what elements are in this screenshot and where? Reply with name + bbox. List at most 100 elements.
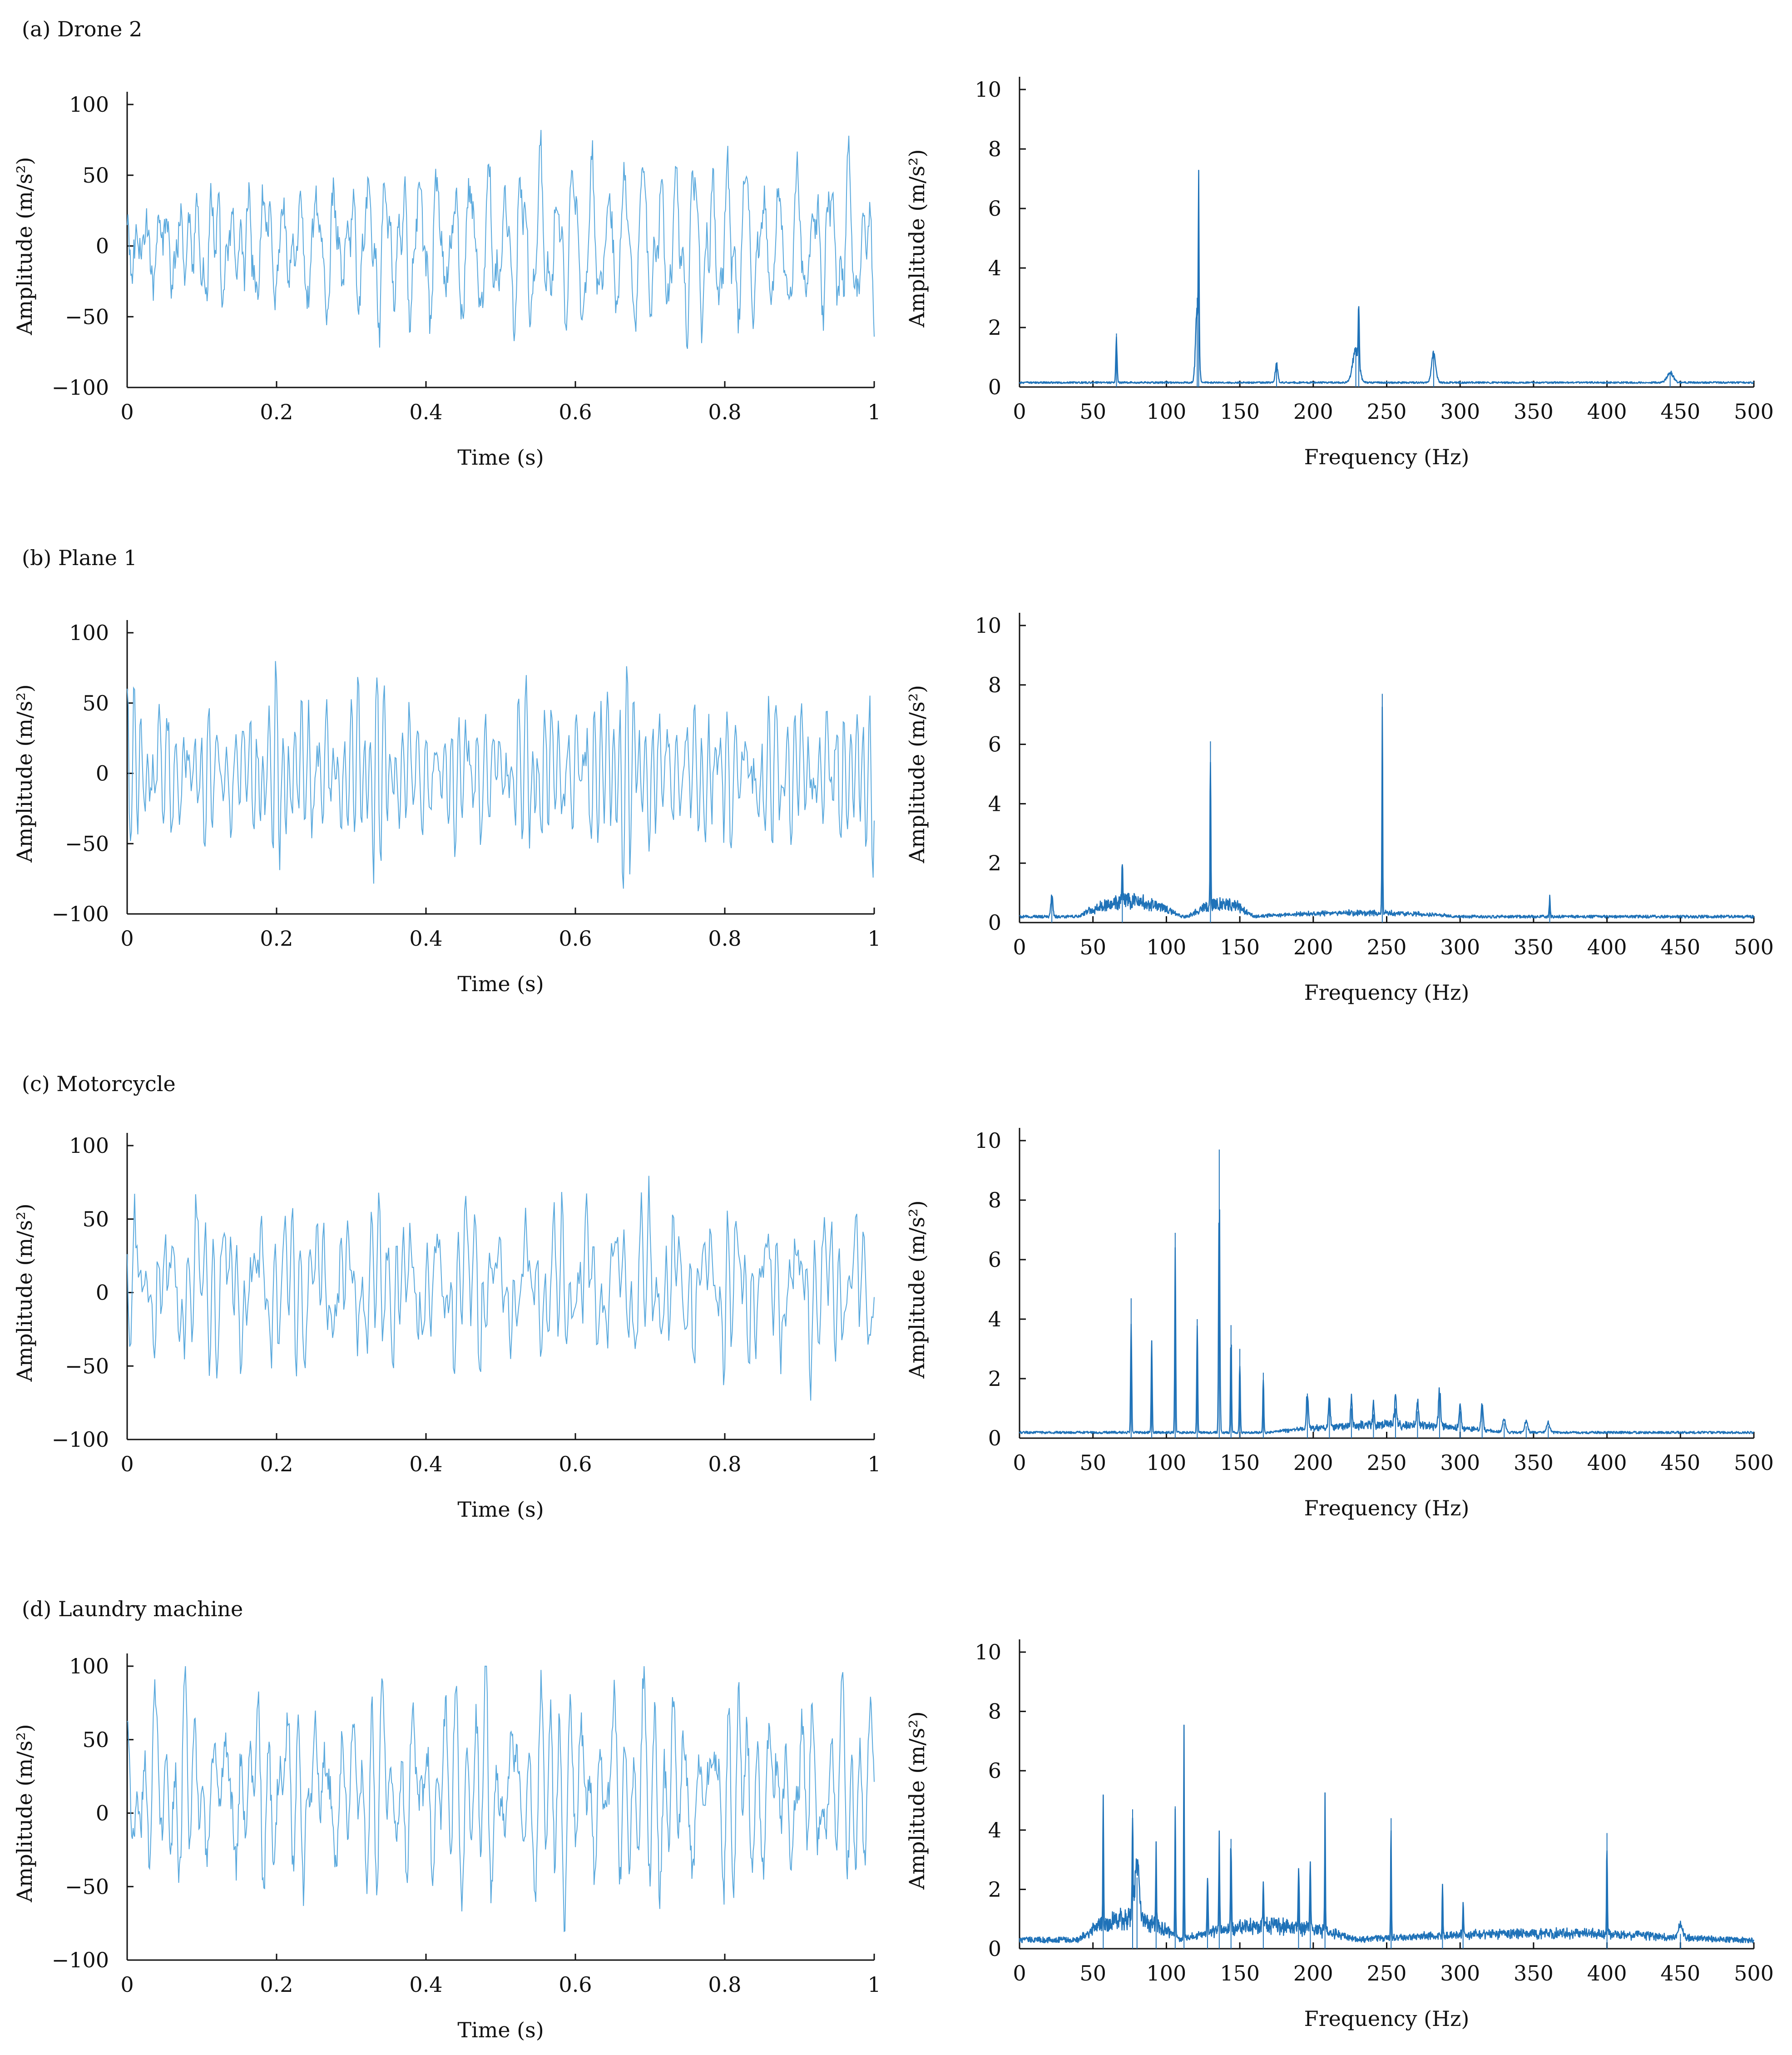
panel-b-freq-x-tick-label: 450 bbox=[1660, 935, 1700, 959]
panel-c-freq-x-tick-label: 350 bbox=[1514, 1450, 1554, 1475]
panel-c-freq-y-tick-label: 10 bbox=[975, 1128, 1001, 1153]
panel-a-freq-y-tick-label: 0 bbox=[988, 375, 1001, 399]
panel-a-time-y-tick-label: 100 bbox=[69, 92, 109, 117]
panel-d-label: (d) Laundry machine bbox=[22, 1597, 243, 1621]
panel-c-time-signal-line bbox=[127, 1176, 875, 1401]
panel-b-freq-y-tick-label: 0 bbox=[988, 910, 1001, 935]
panel-d-freq-x-tick-label: 0 bbox=[1013, 1961, 1026, 1986]
panel-b-time-x-tick-label: 0.8 bbox=[708, 926, 741, 951]
panel-c-freq-x-axis-title: Frequency (Hz) bbox=[1304, 1496, 1470, 1520]
panel-a-time-x-tick-label: 0.6 bbox=[559, 400, 592, 424]
panel-c-freq-x-tick-label: 500 bbox=[1734, 1450, 1774, 1475]
panel-c-label: (c) Motorcycle bbox=[22, 1072, 176, 1096]
panel-a-time-y-tick-label: −50 bbox=[65, 304, 109, 329]
panel-a-freq-x-tick-label: 100 bbox=[1146, 399, 1186, 424]
panel-d-freq-x-tick-label: 150 bbox=[1220, 1961, 1260, 1986]
panel-a-freq-x-tick-label: 350 bbox=[1514, 399, 1554, 424]
panel-d-freq-y-tick-label: 6 bbox=[988, 1758, 1001, 1783]
panel-c-time-y-tick-label: 100 bbox=[69, 1133, 109, 1158]
panel-a-freq-x-axis-title: Frequency (Hz) bbox=[1304, 445, 1470, 469]
panel-c-freq-x-tick-label: 300 bbox=[1440, 1450, 1480, 1475]
panel-d-freq-x-tick-label: 300 bbox=[1440, 1961, 1480, 1986]
panel-a-time-signal-line bbox=[127, 130, 875, 349]
panel-d-time-x-tick-label: 0.6 bbox=[559, 1972, 592, 1997]
panel-d-time-x-tick-label: 0.2 bbox=[260, 1972, 293, 1997]
panel-d-freq-x-axis-title: Frequency (Hz) bbox=[1304, 2006, 1470, 2031]
panel-c-time-plot: 0 0.2 0.4 0.6 0.8 1 100 50 0 −50 −100 Time (s) Ampli… bbox=[12, 1133, 881, 1522]
panel-a-freq-x-tick-label: 450 bbox=[1660, 399, 1700, 424]
panel-d-freq-x-tick-label: 50 bbox=[1079, 1961, 1106, 1986]
panel-b-freq-x-tick-label: 500 bbox=[1734, 935, 1774, 959]
panel-b-freq-y-tick-label: 6 bbox=[988, 732, 1001, 757]
panel-d-time-plot: 0 0.2 0.4 0.6 0.8 1 100 50 0 −50 −100 Time (s) Ampli… bbox=[12, 1653, 881, 2042]
panel-d-time-y-tick-label: 50 bbox=[82, 1727, 109, 1752]
panel-d-freq-y-tick-label: 0 bbox=[988, 1936, 1001, 1961]
panel-b-time-x-tick-label: 0.6 bbox=[559, 926, 592, 951]
panel-c-frequency-plot: 0 50 100 150 200 250 300 350 400 450 500 0 2 4 6 8 10 Fre… bbox=[905, 1128, 1774, 1520]
panel-d-time-x-tick-label: 0 bbox=[120, 1972, 134, 1997]
panel-a-time-x-tick-label: 0.2 bbox=[260, 400, 293, 424]
panel-b-freq-x-tick-label: 50 bbox=[1079, 935, 1106, 959]
panel-d-freq-x-tick-label: 500 bbox=[1734, 1961, 1774, 1986]
panel-c-freq-x-tick-label: 200 bbox=[1293, 1450, 1333, 1475]
panel-a-freq-x-tick-label: 50 bbox=[1079, 399, 1106, 424]
panel-d-time-x-tick-label: 1 bbox=[867, 1972, 881, 1997]
panel-c-time-x-tick-label: 1 bbox=[867, 1452, 881, 1476]
panel-c-time-x-axis-title: Time (s) bbox=[457, 1497, 544, 1522]
panel-d-time-y-axis-title: Amplitude (m/s²) bbox=[12, 1724, 37, 1902]
panel-a-label: (a) Drone 2 bbox=[22, 17, 142, 41]
panel-b-time-x-tick-label: 0.2 bbox=[260, 926, 293, 951]
panel-a-freq-y-tick-label: 6 bbox=[988, 196, 1001, 221]
panel-d-freq-x-tick-label: 250 bbox=[1367, 1961, 1407, 1986]
panel-b-freq-x-axis-title: Frequency (Hz) bbox=[1304, 980, 1470, 1005]
panel-b-time-y-tick-label: −100 bbox=[52, 902, 109, 926]
panel-c-time-y-tick-label: 0 bbox=[96, 1281, 109, 1305]
panel-c-time-y-tick-label: 50 bbox=[82, 1207, 109, 1231]
panel-c-freq-y-tick-label: 6 bbox=[988, 1247, 1001, 1272]
panel-c-time-x-tick-label: 0 bbox=[120, 1452, 134, 1476]
panel-d-time-y-tick-label: 0 bbox=[96, 1801, 109, 1826]
panel-c-freq-x-tick-label: 50 bbox=[1079, 1450, 1106, 1475]
panel-d-frequency-plot: 0 50 100 150 200 250 300 350 400 450 500 0 2 4 6 8 10 Fre… bbox=[905, 1639, 1774, 2031]
panel-b-freq-x-tick-label: 350 bbox=[1514, 935, 1554, 959]
panel-b-label: (b) Plane 1 bbox=[22, 546, 137, 570]
panel-a-time-x-tick-label: 0.4 bbox=[409, 400, 442, 424]
panel-b-time-y-axis-title: Amplitude (m/s²) bbox=[12, 684, 37, 863]
panel-a-time-x-tick-label: 0.8 bbox=[708, 400, 741, 424]
panel-b-freq-y-tick-label: 10 bbox=[975, 613, 1001, 638]
panel-b-time-x-tick-label: 0.4 bbox=[409, 926, 442, 951]
panel-b-freq-x-tick-label: 400 bbox=[1587, 935, 1627, 959]
panel-a-freq-y-tick-label: 2 bbox=[988, 315, 1001, 340]
panel-b-freq-y-tick-label: 2 bbox=[988, 851, 1001, 875]
panel-a-time-y-tick-label: −100 bbox=[52, 375, 109, 400]
panel-d-freq-x-tick-label: 350 bbox=[1514, 1961, 1554, 1986]
panel-a-time-y-tick-label: 50 bbox=[82, 163, 109, 188]
panel-d-freq-y-tick-label: 8 bbox=[988, 1699, 1001, 1724]
panel-b-frequency-plot: 0 50 100 150 200 250 300 350 400 450 500 0 2 4 6 8 10 Fre… bbox=[905, 613, 1774, 1005]
panel-b-freq-y-axis-title: Amplitude (m/s²) bbox=[905, 685, 929, 864]
panel-c-freq-x-tick-label: 0 bbox=[1013, 1450, 1026, 1475]
panel-d-time-y-tick-label: −100 bbox=[52, 1948, 109, 1972]
panel-a-time-x-tick-label: 0 bbox=[120, 400, 134, 424]
panel-d-freq-x-tick-label: 100 bbox=[1146, 1961, 1186, 1986]
panel-a-time-x-axis-title: Time (s) bbox=[457, 445, 544, 470]
panel-b-freq-x-tick-label: 200 bbox=[1293, 935, 1333, 959]
panel-d-time-x-tick-label: 0.8 bbox=[708, 1972, 741, 1997]
panel-a-freq-x-tick-label: 0 bbox=[1013, 399, 1026, 424]
panel-b-freq-x-tick-label: 100 bbox=[1146, 935, 1186, 959]
panel-d-freq-spectrum-line bbox=[1019, 1724, 1755, 1944]
panel-a-freq-y-tick-label: 4 bbox=[988, 256, 1001, 280]
panel-a-freq-y-tick-label: 10 bbox=[975, 77, 1001, 102]
panel-b-time-y-tick-label: 0 bbox=[96, 761, 109, 786]
panel-a-freq-x-tick-label: 400 bbox=[1587, 399, 1627, 424]
panel-b-freq-x-tick-label: 150 bbox=[1220, 935, 1260, 959]
panel-b-time-plot: 0 0.2 0.4 0.6 0.8 1 100 50 0 −50 −100 Time (s) Ampli… bbox=[12, 620, 881, 996]
panel-c-freq-y-tick-label: 8 bbox=[988, 1188, 1001, 1212]
panel-c-time-x-tick-label: 0.4 bbox=[409, 1452, 442, 1476]
panel-a-time-y-tick-label: 0 bbox=[96, 234, 109, 258]
panel-c-freq-x-tick-label: 400 bbox=[1587, 1450, 1627, 1475]
panel-a-time-x-tick-label: 1 bbox=[867, 400, 881, 424]
panel-b-time-x-tick-label: 0 bbox=[120, 926, 134, 951]
panel-d-freq-y-tick-label: 10 bbox=[975, 1640, 1001, 1664]
